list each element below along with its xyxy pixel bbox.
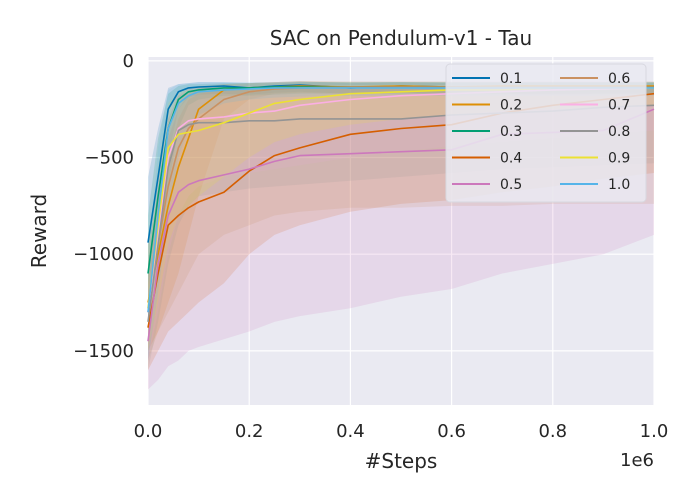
series-band-0.2 [148,81,654,351]
y-axis-label: Reward [27,194,51,268]
legend: 0.1 0.2 0.3 0.4 0.5 0.6 0.7 0.8 0.9 1.0 [445,63,647,203]
chart-title: SAC on Pendulum-v1 - Tau [270,26,532,50]
x-tick-label: 0.4 [336,421,365,442]
x-tick-label: 1.0 [640,421,669,442]
legend-frame [445,63,647,203]
legend-label: 0.9 [608,151,630,167]
legend-label: 0.5 [500,177,522,193]
legend-label: 0.4 [500,151,522,167]
legend-label: 0.8 [608,124,630,140]
x-axis-label: #Steps [365,449,438,473]
legend-label: 0.6 [608,71,630,87]
legend-label: 0.2 [500,98,522,114]
grid [147,57,655,405]
y-tick-label: −1500 [73,341,134,362]
tick-labels: 0.0 0.2 0.4 0.6 0.8 1.0 0 −500 −1000 −1500 [73,51,668,442]
legend-label: 0.7 [608,98,630,114]
x-tick-label: 0.6 [437,421,466,442]
x-axis-scale-label: 1e6 [620,450,654,471]
y-tick-label: −500 [85,148,134,169]
x-tick-label: 0.8 [538,421,567,442]
legend-label: 1.0 [608,177,630,193]
series-band-0.7 [148,85,654,361]
y-tick-label: 0 [123,51,134,72]
x-tick-label: 0.2 [235,421,264,442]
legend-label: 0.3 [500,124,522,140]
legend-label: 0.1 [500,71,522,87]
x-tick-label: 0.0 [134,421,163,442]
y-tick-label: −1000 [73,244,134,265]
